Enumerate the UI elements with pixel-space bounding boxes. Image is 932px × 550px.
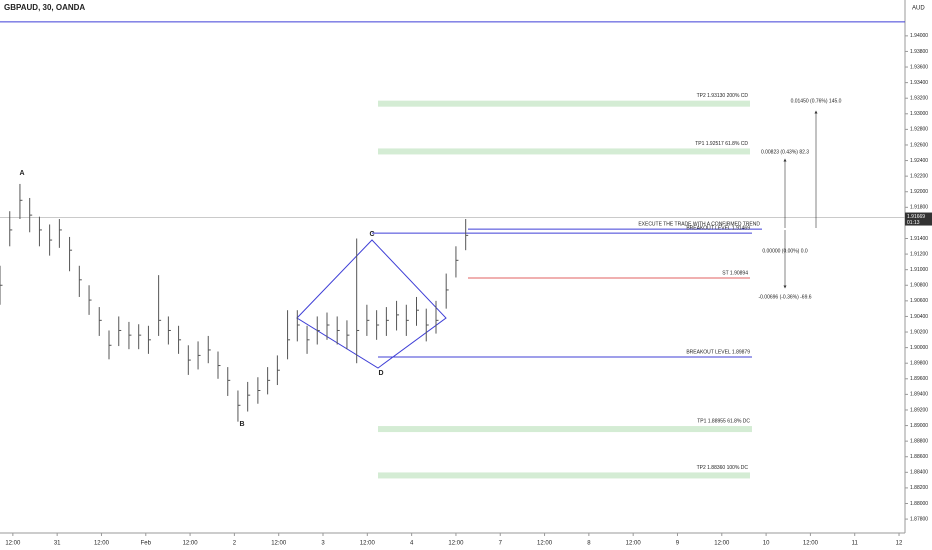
x-tick-label: 12:00 [360, 541, 376, 547]
y-tick-label: 1.90600 [910, 298, 928, 304]
y-tick-label: 1.94000 [910, 33, 928, 39]
y-tick-label: 1.93200 [910, 96, 928, 102]
y-tick-label: 1.92000 [910, 189, 928, 195]
y-tick-label: 1.89600 [910, 376, 928, 382]
y-tick-label: 1.93600 [910, 64, 928, 70]
y-tick-label: 1.89000 [910, 423, 928, 429]
y-tick-label: 1.88400 [910, 470, 928, 476]
y-tick-label: 1.91000 [910, 267, 928, 273]
y-tick-label: 1.92800 [910, 127, 928, 133]
level-label: TP2 1.88360 100% DC [697, 465, 749, 471]
x-tick-label: 2 [233, 541, 237, 547]
price-box [905, 212, 932, 226]
y-tick-label: 1.87800 [910, 516, 928, 522]
target-zone [378, 472, 750, 479]
y-tick-label: 1.92200 [910, 173, 928, 179]
x-tick-label: 12:00 [537, 541, 553, 547]
x-tick-label: 12:00 [626, 541, 642, 547]
level-label: TP1 1.92517 61.8% CD [695, 141, 748, 147]
target-zone [378, 426, 752, 433]
currency: AUD [912, 6, 925, 12]
x-tick-label: 12:00 [448, 541, 464, 547]
x-tick-label: 12 [896, 541, 903, 547]
pattern [296, 239, 447, 369]
chart-title: GBPAUD, 30, OANDA [4, 3, 85, 12]
measure-label: 0.00823 (0.43%) 82.3 [761, 149, 809, 155]
y-tick-label: 1.93400 [910, 80, 928, 86]
x-tick-label: 8 [587, 541, 591, 547]
point-label: B [239, 421, 244, 428]
target-zone [378, 100, 750, 107]
measure-label: 0.01450 (0.76%) 145.0 [791, 98, 842, 104]
y-tick-label: 1.93800 [910, 49, 928, 55]
target-zone [378, 148, 750, 155]
level-label: BREAKOUT LEVEL 1.89879 [686, 349, 750, 355]
x-tick-label: 7 [499, 541, 503, 547]
measure-label: -0.00696 (-0.36%) -69.6 [758, 294, 811, 300]
x-tick-label: 9 [676, 541, 680, 547]
y-tick-label: 1.91400 [910, 236, 928, 242]
y-tick-label: 1.93000 [910, 111, 928, 117]
y-tick-label: 1.90400 [910, 314, 928, 320]
y-tick-label: 1.88600 [910, 454, 928, 460]
y-tick-label: 1.90000 [910, 345, 928, 351]
y-tick-label: 1.89400 [910, 392, 928, 398]
level-label: EXECUTE THE TRADE WITH A CONFIRMED TREND [638, 221, 760, 227]
level-label: TP1 1.88955 61.8% DC [697, 418, 750, 424]
x-tick-label: 31 [54, 541, 61, 547]
y-tick-label: 1.88200 [910, 485, 928, 491]
x-tick-label: 4 [410, 541, 414, 547]
x-tick-label: 12:00 [94, 541, 110, 547]
y-tick-label: 1.90800 [910, 283, 928, 289]
y-tick-label: 1.88000 [910, 501, 928, 507]
x-tick-label: 12:00 [714, 541, 730, 547]
level-label: BREAKOUT LEVEL 1.91469 [686, 225, 750, 231]
x-tick-label: 12:00 [5, 541, 21, 547]
x-tick-label: Feb [141, 541, 152, 547]
y-tick-label: 1.92400 [910, 158, 928, 164]
point-label: D [378, 370, 383, 377]
y-tick-label: 1.91200 [910, 251, 928, 257]
level-label: TP2 1.93130 200% CD [697, 93, 749, 99]
countdown: 01:13 [907, 220, 920, 226]
x-tick-label: 3 [321, 541, 325, 547]
y-tick-label: 1.89800 [910, 361, 928, 367]
y-tick-label: 1.92600 [910, 142, 928, 148]
x-tick-label: 11 [852, 541, 859, 547]
point-label: C [369, 231, 374, 238]
y-tick-label: 1.88800 [910, 438, 928, 444]
x-tick-label: 10 [763, 541, 770, 547]
y-tick-label: 1.90200 [910, 329, 928, 335]
level-label: ST 1.90894 [722, 270, 748, 276]
x-tick-label: 12:00 [183, 541, 199, 547]
x-tick-label: 12:00 [271, 541, 287, 547]
point-label: A [19, 170, 24, 177]
x-tick-label: 12:00 [803, 541, 819, 547]
y-tick-label: 1.89200 [910, 407, 928, 413]
price-label: 1.91669 [907, 214, 925, 220]
y-tick-label: 1.91800 [910, 205, 928, 211]
